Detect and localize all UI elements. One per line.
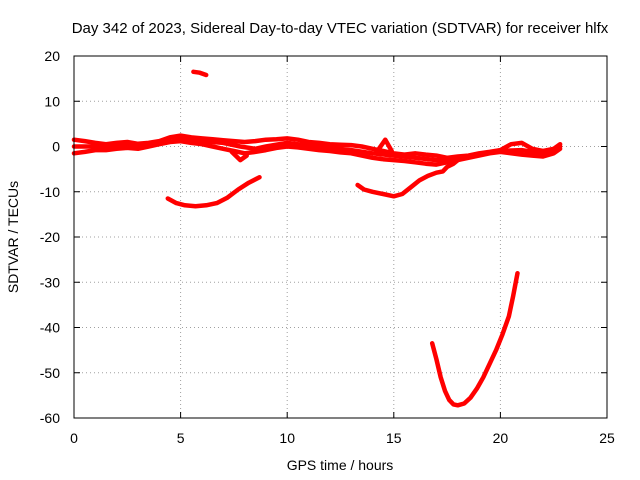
y-tick-label: -60 xyxy=(40,410,60,426)
series-deep-trough xyxy=(429,270,520,408)
y-tick-label: -50 xyxy=(40,365,60,381)
grid xyxy=(74,56,607,418)
series-arc-14.5 xyxy=(376,137,394,154)
series-arc-afternoon xyxy=(355,157,461,199)
x-tick-label: 5 xyxy=(177,430,185,446)
series-high-segment xyxy=(191,69,209,78)
chart-title: Day 342 of 2023, Sidereal Day-to-day VTE… xyxy=(72,20,609,37)
series-arc-morning xyxy=(165,175,262,209)
y-tick-label: -10 xyxy=(40,184,60,200)
x-tick-label: 20 xyxy=(493,430,509,446)
y-tick-label: -30 xyxy=(40,274,60,290)
y-axis-label: SDTVAR / TECUs xyxy=(5,181,21,293)
x-tick-label: 10 xyxy=(279,430,295,446)
series-dip-7.8 xyxy=(229,149,249,163)
y-tick-label: 20 xyxy=(44,48,60,64)
x-tick-label: 15 xyxy=(386,430,402,446)
axis-ticks: 0 5 10 15 20 25 -60 -50 -40 -30 -20 -10 0 10 20 xyxy=(40,48,615,446)
x-tick-label: 25 xyxy=(599,430,615,446)
y-tick-label: -20 xyxy=(40,229,60,245)
plot-frame xyxy=(73,55,608,419)
y-tick-label: 10 xyxy=(44,93,60,109)
y-tick-label: -40 xyxy=(40,320,60,336)
series-layer xyxy=(71,69,563,408)
y-tick-label: 0 xyxy=(52,139,60,155)
x-axis-label: GPS time / hours xyxy=(287,457,394,473)
x-tick-label: 0 xyxy=(70,430,78,446)
series-band-middle xyxy=(71,137,563,163)
